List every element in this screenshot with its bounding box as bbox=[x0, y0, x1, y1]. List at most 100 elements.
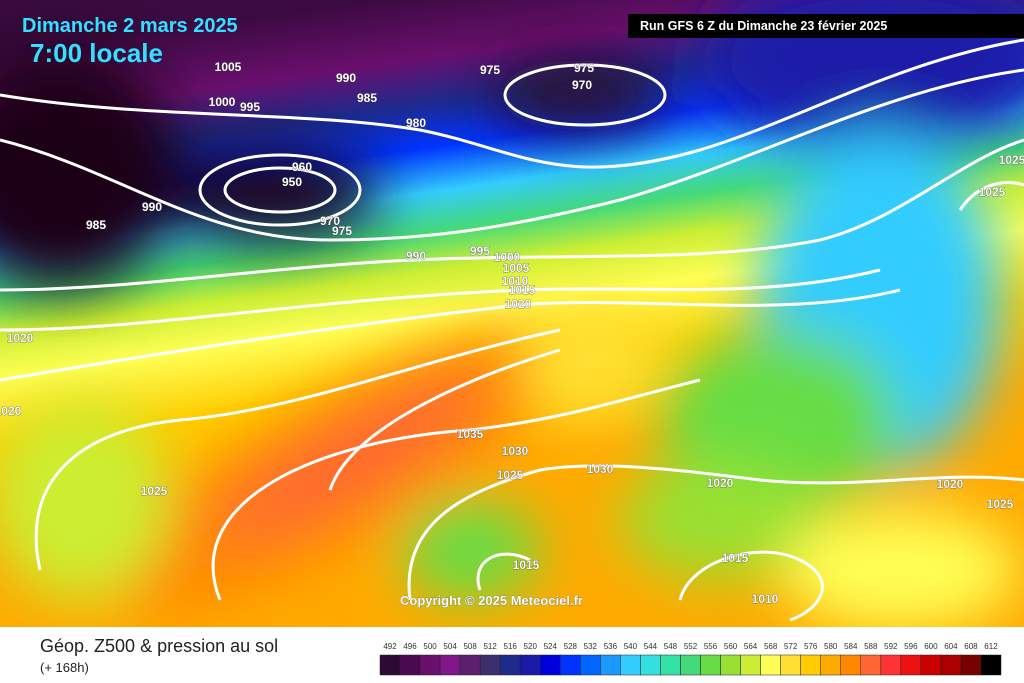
colorbar-tick-label: 600 bbox=[924, 642, 938, 651]
colorbar-tick-label: 612 bbox=[984, 642, 998, 651]
isobar-label: 1020 bbox=[7, 331, 34, 345]
colorbar-tick-label: 500 bbox=[423, 642, 437, 651]
colorbar-swatch bbox=[900, 654, 922, 676]
colorbar-swatch bbox=[560, 654, 581, 676]
colorbar-swatch bbox=[459, 654, 481, 676]
isobar-label: 960 bbox=[292, 160, 312, 174]
date: Dimanche 2 mars 2025 bbox=[22, 15, 238, 37]
colorbar-tick-label: 588 bbox=[864, 642, 878, 651]
colorbar-tick-label: 524 bbox=[544, 642, 558, 651]
isobar-label: 985 bbox=[86, 218, 106, 232]
isobar-label: 1025 bbox=[987, 497, 1014, 511]
isobar-label: 995 bbox=[470, 244, 490, 258]
time: 7:00 locale bbox=[30, 38, 163, 68]
isobars bbox=[0, 38, 1024, 622]
colorbar-tick-label: 560 bbox=[724, 642, 738, 651]
isobar-label: 980 bbox=[406, 116, 426, 130]
isobar-label: 1025 bbox=[979, 185, 1006, 199]
colorbar-swatch bbox=[740, 654, 761, 676]
colorbar-swatch bbox=[880, 654, 902, 676]
colorbar-swatch bbox=[680, 654, 701, 676]
colorbar-swatch bbox=[820, 654, 841, 676]
colorbar-tick-label: 596 bbox=[904, 642, 918, 651]
isobar-label: 1005 bbox=[503, 261, 530, 275]
footer-subtitle: (+ 168h) bbox=[40, 660, 89, 675]
colorbar-swatch bbox=[540, 654, 561, 676]
colorbar-tick-label: 528 bbox=[564, 642, 578, 651]
isobar-label: 990 bbox=[142, 200, 162, 214]
colorbar-swatch bbox=[940, 654, 962, 676]
colorbar-tick-label: 516 bbox=[504, 642, 518, 651]
isobar-label: 985 bbox=[357, 91, 377, 105]
colorbar-tick-label: 536 bbox=[604, 642, 618, 651]
colorbar-swatch bbox=[760, 654, 781, 676]
isobar-label: 1005 bbox=[215, 60, 242, 74]
colorbar-swatch bbox=[479, 654, 501, 676]
colorbar-swatch bbox=[660, 654, 681, 676]
colorbar-tick-label: 504 bbox=[443, 642, 457, 651]
isobar-label: 1020 bbox=[707, 476, 734, 490]
isobar-label: 990 bbox=[406, 249, 426, 263]
colorbar-swatch bbox=[960, 654, 982, 676]
isobar-label: 1020 bbox=[505, 297, 532, 311]
colorbar-swatch bbox=[800, 654, 821, 676]
isobar-label: 1030 bbox=[587, 462, 614, 476]
colorbar-tick-label: 576 bbox=[804, 642, 818, 651]
colorbar-swatch bbox=[980, 654, 1002, 676]
colorbar-tick-label: 572 bbox=[784, 642, 798, 651]
colorbar-tick-label: 548 bbox=[664, 642, 678, 651]
colorbar-swatch bbox=[920, 654, 942, 676]
colorbar-swatch bbox=[499, 654, 521, 676]
colorbar-swatch bbox=[620, 654, 641, 676]
colorbar-tick-label: 608 bbox=[964, 642, 978, 651]
colorbar-tick-label: 580 bbox=[824, 642, 838, 651]
map-field bbox=[0, 0, 1024, 627]
copyright: Copyright © 2025 Meteociel.fr bbox=[400, 593, 583, 608]
run-info: Run GFS 6 Z du Dimanche 23 février 2025 bbox=[640, 19, 887, 33]
isobar-label: 1000 bbox=[494, 250, 521, 264]
isobar-label: 970 bbox=[320, 214, 340, 228]
isobar-label: 1020 bbox=[937, 477, 964, 491]
footer-title: Géop. Z500 & pression au sol bbox=[40, 636, 278, 656]
isobar-label: 1025 bbox=[141, 484, 168, 498]
colorbar: 492 496 500 504 508 512 516 520 524 528 532 536 540 5… bbox=[379, 642, 1002, 676]
colorbar-swatch bbox=[379, 654, 401, 676]
colorbar-swatch bbox=[700, 654, 721, 676]
isobar-label: 1015 bbox=[509, 283, 536, 297]
colorbar-tick-label: 492 bbox=[383, 642, 397, 651]
colorbar-tick-label: 552 bbox=[684, 642, 698, 651]
colorbar-swatch bbox=[780, 654, 801, 676]
colorbar-tick-label: 508 bbox=[463, 642, 477, 651]
isobar-label: 975 bbox=[332, 224, 352, 238]
isobar-label: 1000 bbox=[209, 95, 236, 109]
isobar-label: 975 bbox=[480, 63, 500, 77]
colorbar-tick-label: 496 bbox=[403, 642, 417, 651]
isobar-label: 1015 bbox=[722, 551, 749, 565]
isobar-label: 1010 bbox=[752, 592, 779, 606]
colorbar-swatch bbox=[519, 654, 541, 676]
isobar-label: 1035 bbox=[457, 427, 484, 441]
isobar-label: 975 bbox=[574, 61, 594, 75]
colorbar-tick-label: 540 bbox=[624, 642, 638, 651]
colorbar-tick-label: 584 bbox=[844, 642, 858, 651]
colorbar-swatch bbox=[840, 654, 862, 676]
colorbar-swatch bbox=[419, 654, 441, 676]
isobar-label: 990 bbox=[336, 71, 356, 85]
colorbar-tick-label: 564 bbox=[744, 642, 758, 651]
isobar-label: 1015 bbox=[513, 558, 540, 572]
colorbar-tick-label: 568 bbox=[764, 642, 778, 651]
colorbar-swatch bbox=[640, 654, 661, 676]
isobar-label: 1030 bbox=[502, 444, 529, 458]
colorbar-swatch bbox=[580, 654, 601, 676]
colorbar-swatch bbox=[720, 654, 741, 676]
colorbar-swatch bbox=[860, 654, 882, 676]
isobar-label: 950 bbox=[282, 175, 302, 189]
isobar-label: 1025 bbox=[999, 153, 1024, 167]
isobar-label: 970 bbox=[572, 78, 592, 92]
colorbar-tick-label: 556 bbox=[704, 642, 718, 651]
isobar-label: 1020 bbox=[0, 404, 22, 418]
colorbar-swatch bbox=[600, 654, 621, 676]
